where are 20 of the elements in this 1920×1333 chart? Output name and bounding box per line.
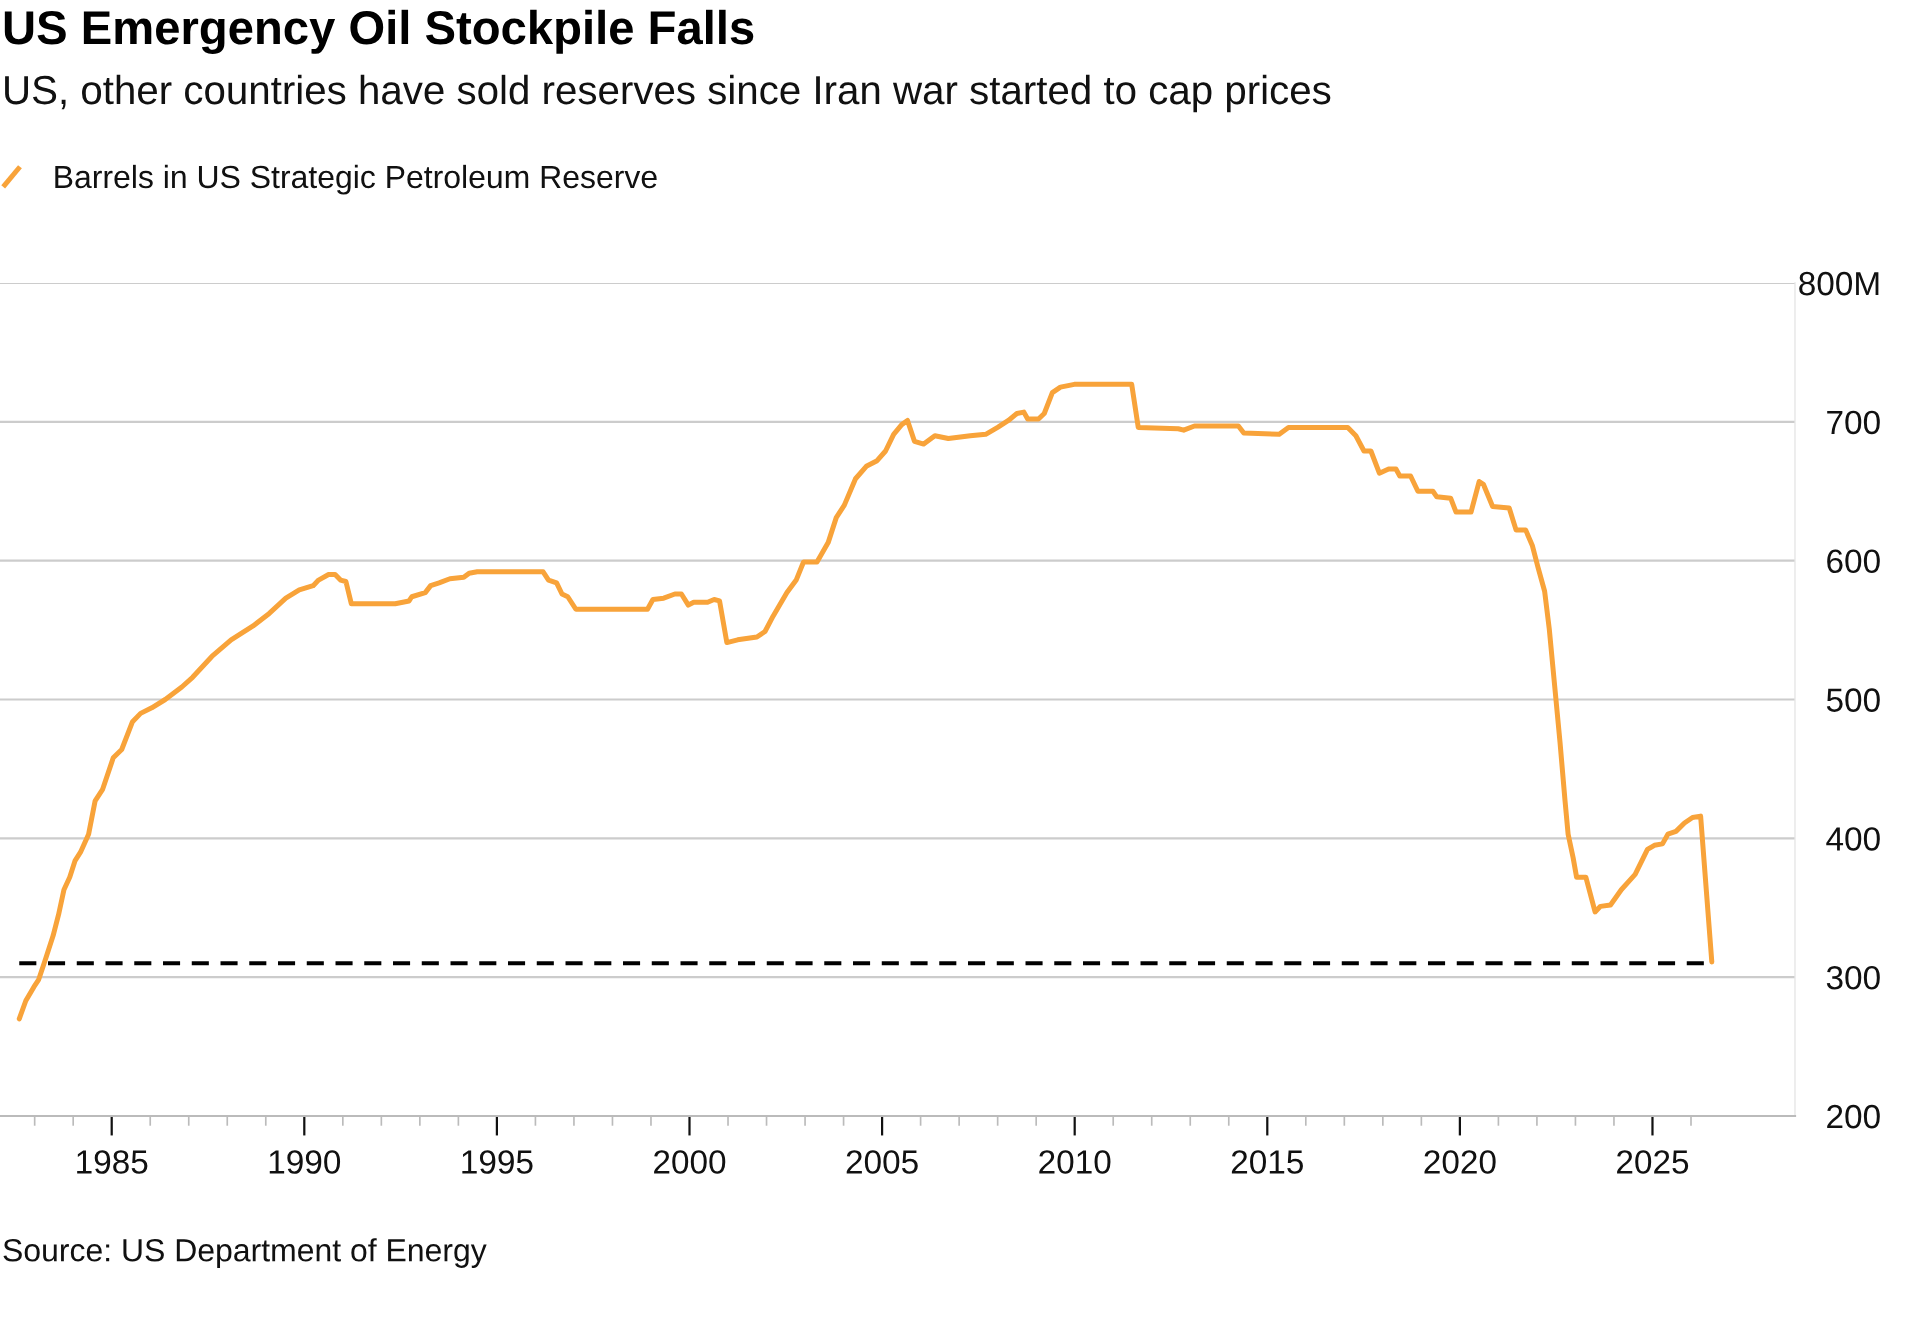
chart-subtitle: US, other countries have sold reserves since Iran war started to cap prices	[5, 74, 1331, 113]
x-tick-label: 1985	[77, 1150, 148, 1174]
x-tick-label: 2005	[846, 1150, 918, 1174]
y-tick-label: 200	[1827, 1104, 1880, 1129]
x-tick-label: 2000	[654, 1150, 726, 1174]
legend-label: Barrels in US Strategic Petroleum Reserve	[55, 164, 657, 195]
y-tick-label: 800M	[1799, 271, 1879, 296]
y-tick-label: 400	[1826, 827, 1880, 851]
x-tick-label: 1990	[269, 1150, 341, 1174]
x-tick-label: 2015	[1231, 1150, 1303, 1174]
y-tick-label: 300	[1826, 965, 1880, 990]
x-tick-label: 2010	[1039, 1150, 1111, 1174]
y-tick-label: 700	[1827, 410, 1880, 435]
source-note: Source: US Department of Energy	[3, 1238, 487, 1268]
y-tick-label: 600	[1827, 549, 1880, 574]
x-tick-label: 2025	[1617, 1150, 1689, 1174]
x-tick-label: 1995	[462, 1150, 533, 1174]
chart-title: US Emergency Oil Stockpile Falls	[4, 9, 754, 55]
y-tick-label: 500	[1826, 688, 1880, 712]
x-tick-label: 2020	[1424, 1150, 1496, 1174]
